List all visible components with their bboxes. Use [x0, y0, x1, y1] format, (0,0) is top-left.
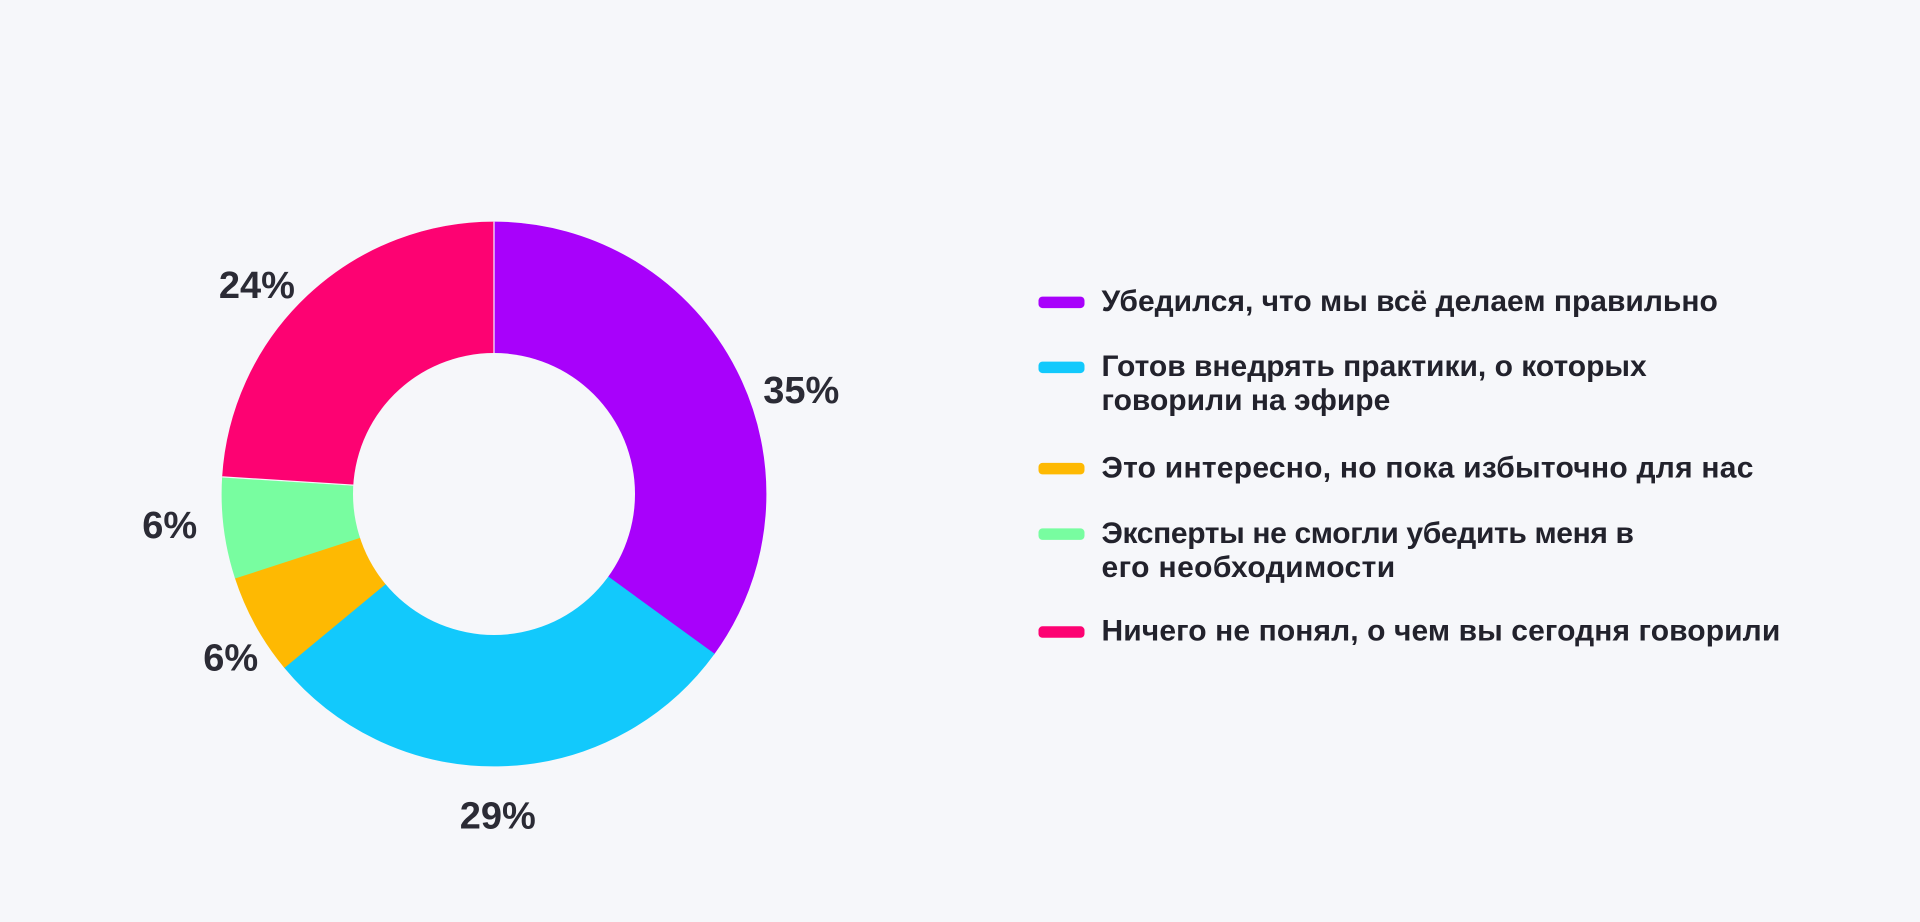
svg-text:Это интересно, но пока избыточ: Это интересно, но пока избыточно для нас: [1102, 451, 1754, 484]
svg-text:35%: 35%: [763, 370, 839, 412]
svg-text:Убедился, что мы всё делаем пр: Убедился, что мы всё делаем правильно: [1102, 285, 1718, 318]
svg-text:6%: 6%: [142, 505, 197, 547]
svg-text:6%: 6%: [203, 637, 258, 679]
svg-text:Ничего не понял, о чем вы сего: Ничего не понял, о чем вы сегодня говори…: [1102, 615, 1781, 648]
svg-text:29%: 29%: [460, 796, 536, 838]
svg-text:его необходимости: его необходимости: [1102, 551, 1396, 584]
svg-text:Эксперты не смогли убедить мен: Эксперты не смогли убедить меня в: [1102, 517, 1634, 550]
svg-text:Готов внедрять практики, о кот: Готов внедрять практики, о которых: [1102, 350, 1648, 383]
svg-text:24%: 24%: [219, 265, 295, 307]
svg-text:говорили на эфире: говорили на эфире: [1102, 384, 1391, 417]
